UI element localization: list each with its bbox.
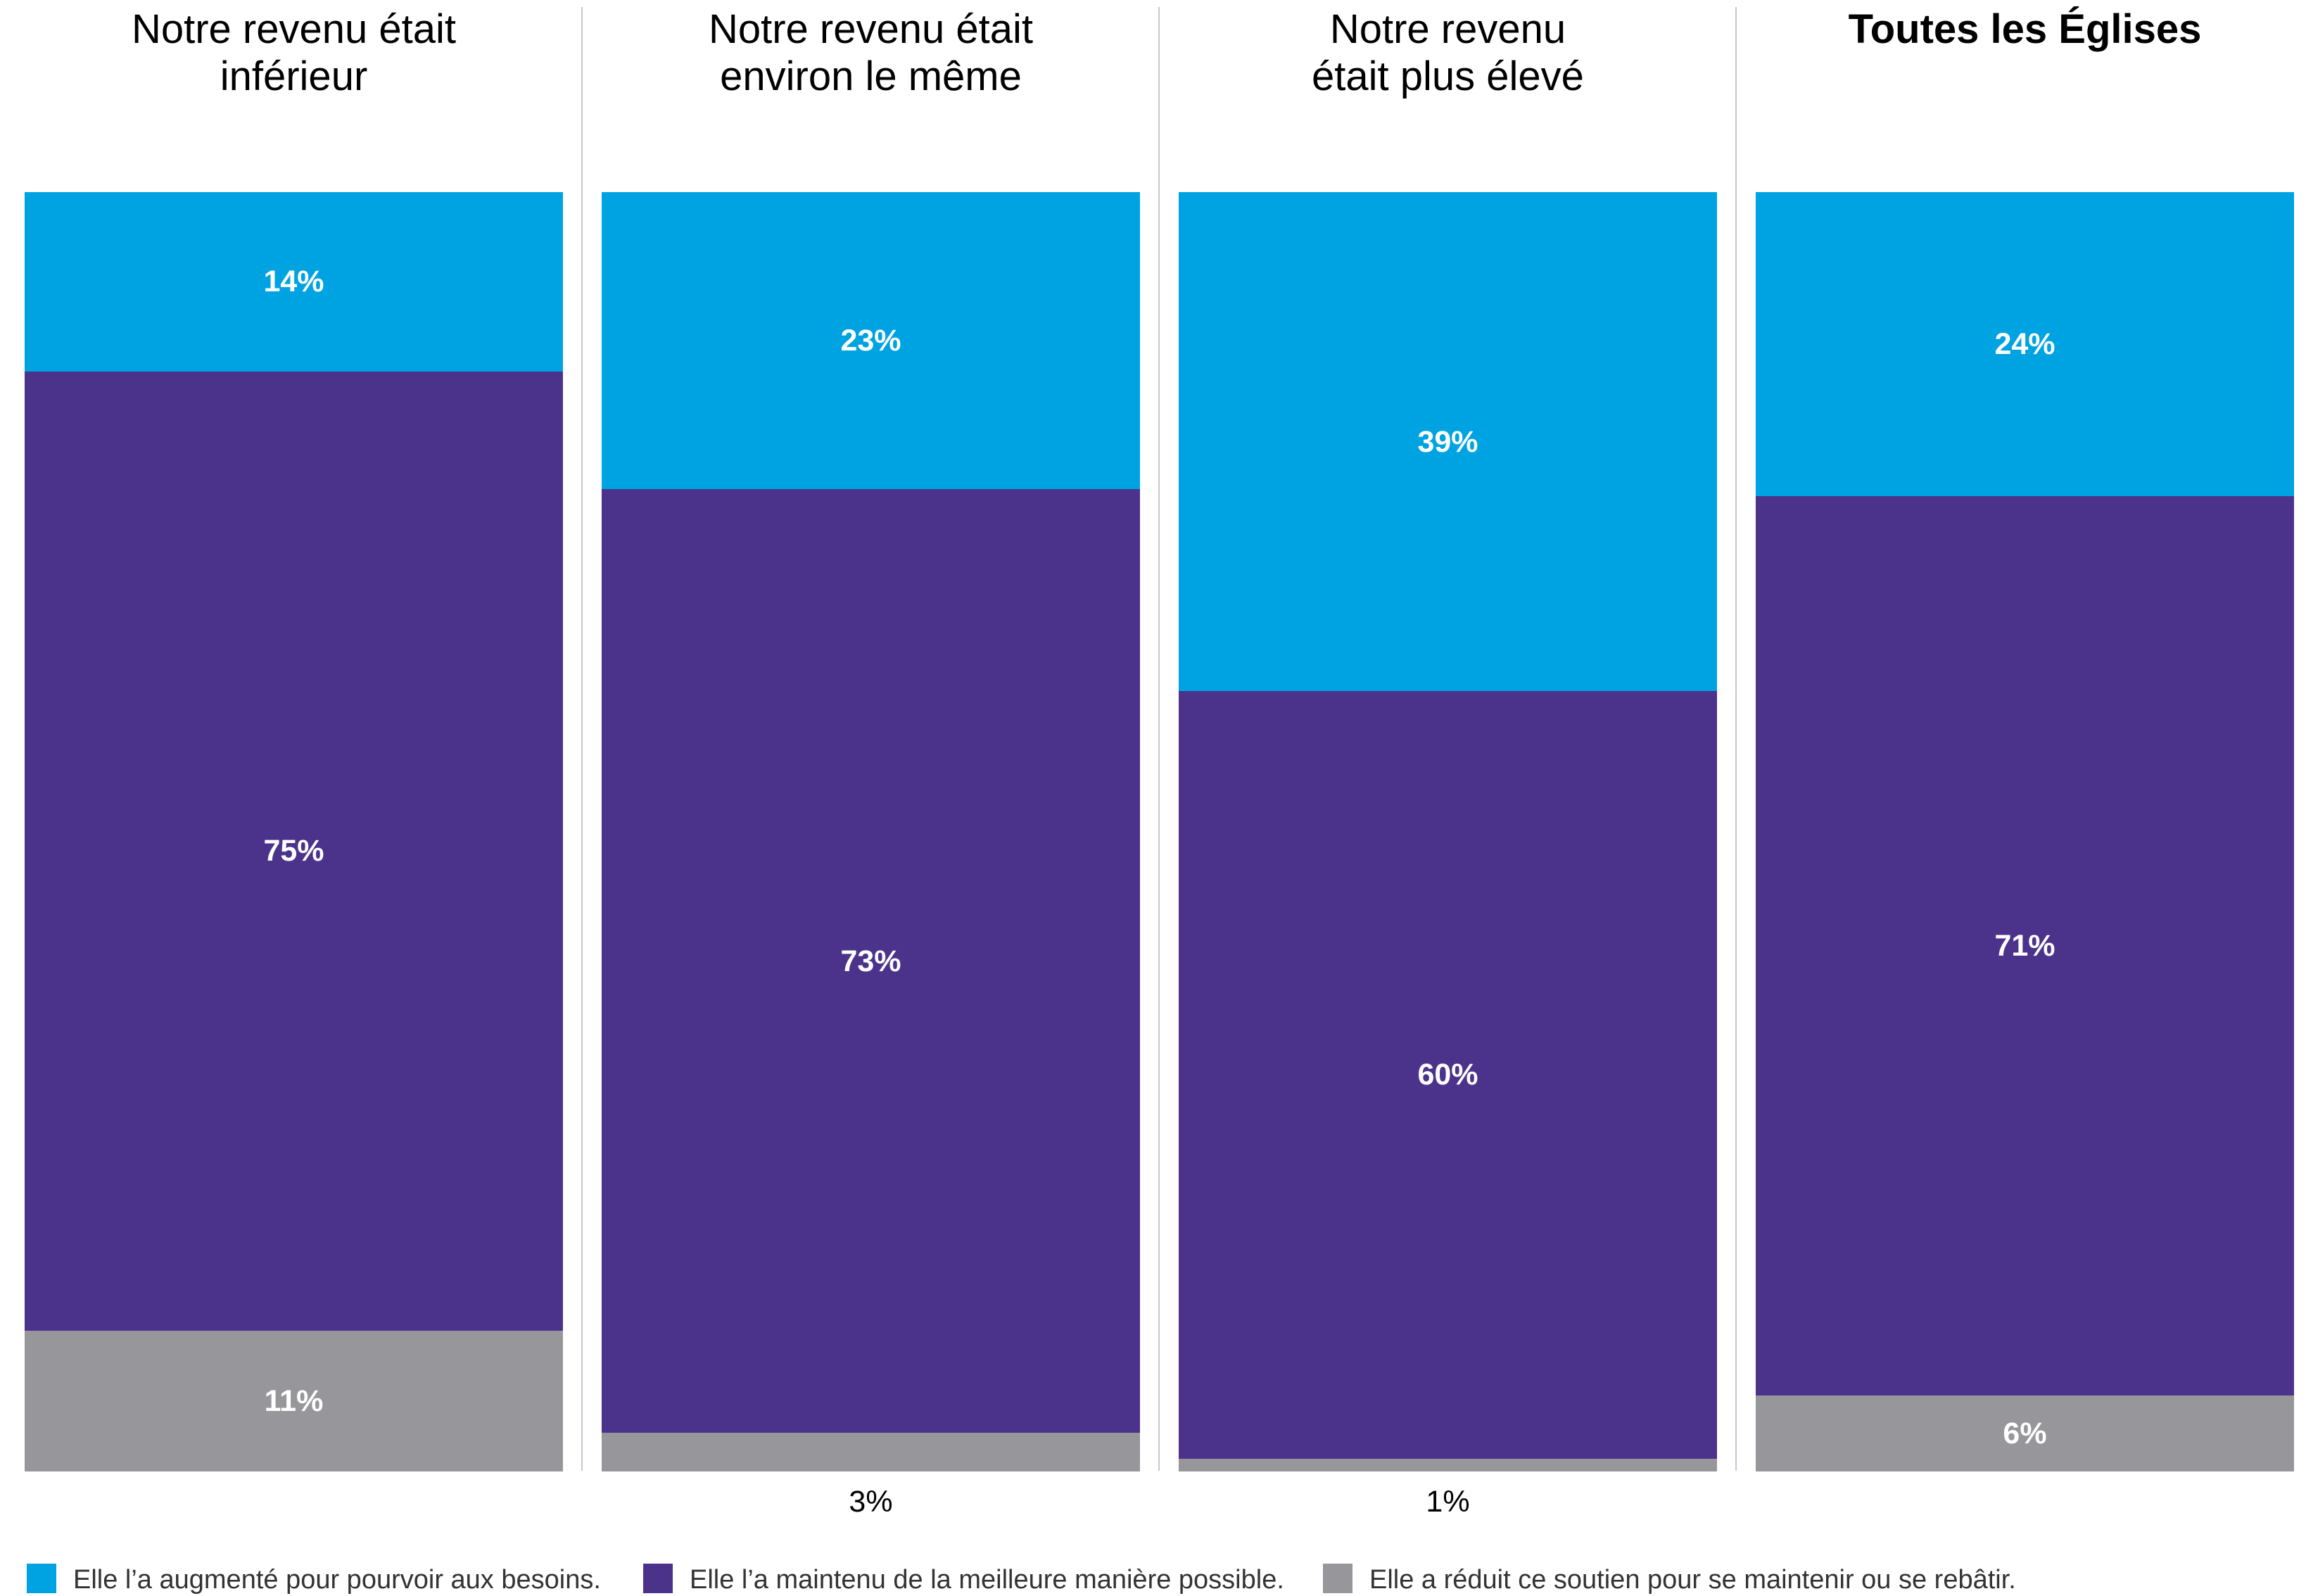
bar-segment-reduced-2 <box>602 1433 1140 1471</box>
data-label-increased-1: 14% <box>25 264 563 299</box>
bar-segment-increased-2: 23% <box>602 192 1140 489</box>
data-label-maintained-2: 73% <box>602 944 1140 979</box>
data-label-reduced-2: 3% <box>602 1484 1140 1519</box>
column-title-4: Toutes les Églises <box>1737 6 2306 53</box>
legend-label-increased: Elle l’a augmenté pour pourvoir aux beso… <box>73 1564 601 1596</box>
data-label-increased-2: 23% <box>602 323 1140 358</box>
bar-segment-maintained-3: 60% <box>1179 691 1717 1459</box>
column-title-3: Notre revenu était plus élevé <box>1160 6 1737 100</box>
bar-segment-maintained-2: 73% <box>602 489 1140 1433</box>
column-divider <box>1158 7 1160 1471</box>
legend-label-reduced: Elle a réduit ce soutien pour se mainten… <box>1369 1564 2016 1596</box>
bar-segment-reduced-3 <box>1179 1459 1717 1471</box>
legend-swatch-reduced <box>1323 1564 1352 1593</box>
data-label-increased-4: 24% <box>1756 327 2294 362</box>
bar-segment-increased-4: 24% <box>1756 192 2294 496</box>
data-label-increased-3: 39% <box>1179 424 1717 460</box>
data-label-reduced-4: 6% <box>1756 1416 2294 1451</box>
data-label-maintained-1: 75% <box>25 833 563 868</box>
bar-segment-maintained-4: 71% <box>1756 496 2294 1395</box>
bar-segment-maintained-1: 75% <box>25 372 563 1331</box>
column-title-2: Notre revenu était environ le même <box>583 6 1160 100</box>
bar-segment-increased-1: 14% <box>25 192 563 372</box>
data-label-reduced-1: 11% <box>25 1383 563 1419</box>
legend-swatch-increased <box>27 1564 56 1593</box>
column-divider <box>1735 7 1737 1471</box>
legend-swatch-maintained <box>643 1564 673 1593</box>
data-label-reduced-3: 1% <box>1179 1484 1717 1519</box>
bar-segment-increased-3: 39% <box>1179 192 1717 691</box>
bar-segment-reduced-1: 11% <box>25 1331 563 1471</box>
bar-segment-reduced-4: 6% <box>1756 1395 2294 1471</box>
column-title-1: Notre revenu était inférieur <box>6 6 583 100</box>
legend-label-maintained: Elle l’a maintenu de la meilleure manièr… <box>690 1564 1284 1596</box>
data-label-maintained-4: 71% <box>1756 928 2294 963</box>
data-label-maintained-3: 60% <box>1179 1057 1717 1092</box>
column-divider <box>581 7 583 1471</box>
legend: Elle l’a augmenté pour pourvoir aux beso… <box>0 1564 2306 1595</box>
